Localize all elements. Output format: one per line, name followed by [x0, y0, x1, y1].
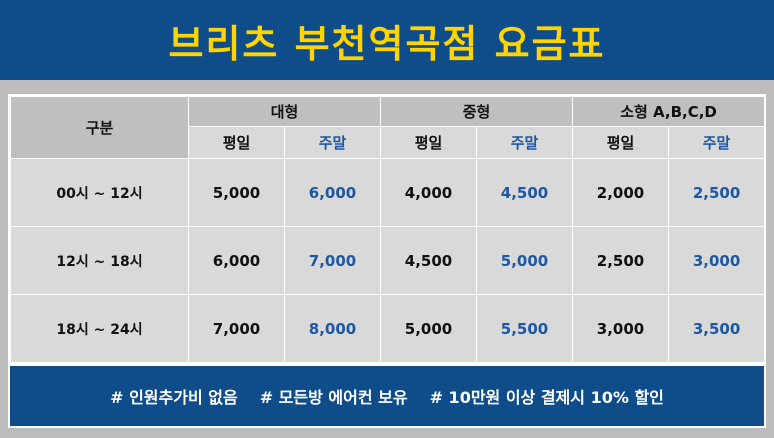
note-discount: # 10만원 이상 결제시 10% 할인 — [429, 388, 664, 407]
table-row: 12시 ~ 18시 6,000 7,000 4,500 5,000 2,500 … — [10, 226, 766, 295]
price-cell: 2,500 — [572, 226, 670, 295]
table-row: 18시 ~ 24시 7,000 8,000 5,000 5,500 3,000 … — [10, 294, 766, 363]
large-weekday-header: 평일 — [188, 126, 285, 159]
medium-room-header: 중형 — [380, 96, 574, 127]
price-cell: 4,000 — [380, 158, 478, 227]
price-cell: 2,000 — [572, 158, 670, 227]
price-table: 구분 대형 중형 소형 A,B,C,D 평일 주말 평일 주말 평일 주말 00… — [10, 96, 766, 363]
small-room-header: 소형 A,B,C,D — [572, 96, 766, 127]
price-cell: 4,500 — [476, 158, 574, 227]
price-cell: 5,000 — [476, 226, 574, 295]
price-cell: 5,000 — [188, 158, 285, 227]
note-no-extra-charge: # 인원추가비 없음 — [110, 388, 238, 407]
medium-weekday-header: 평일 — [380, 126, 478, 159]
table-row: 00시 ~ 12시 5,000 6,000 4,000 4,500 2,000 … — [10, 158, 766, 227]
price-panel: 구분 대형 중형 소형 A,B,C,D 평일 주말 평일 주말 평일 주말 00… — [8, 94, 766, 428]
price-cell: 5,000 — [380, 294, 478, 363]
page-title: 브리츠 부천역곡점 요금표 — [168, 21, 606, 66]
title-bar: 브리츠 부천역곡점 요금표 — [0, 0, 774, 80]
small-weekday-header: 평일 — [572, 126, 670, 159]
price-cell: 7,000 — [188, 294, 285, 363]
price-cell: 6,000 — [188, 226, 285, 295]
time-slot: 00시 ~ 12시 — [10, 158, 189, 227]
medium-weekend-header: 주말 — [476, 126, 574, 159]
small-weekend-header: 주말 — [668, 126, 766, 159]
large-room-header: 대형 — [187, 96, 382, 127]
time-slot: 18시 ~ 24시 — [10, 294, 189, 363]
price-cell: 7,000 — [283, 226, 382, 295]
category-header: 구분 — [10, 96, 189, 159]
note-air-conditioner: # 모든방 에어컨 보유 — [259, 388, 408, 407]
price-cell: 4,500 — [380, 226, 478, 295]
price-cell: 3,000 — [572, 294, 670, 363]
footer-notes: # 인원추가비 없음 # 모든방 에어컨 보유 # 10만원 이상 결제시 10… — [10, 366, 764, 426]
large-weekend-header: 주말 — [283, 126, 382, 159]
price-cell: 6,000 — [283, 158, 382, 227]
price-cell: 5,500 — [476, 294, 574, 363]
price-cell: 8,000 — [283, 294, 382, 363]
price-cell: 3,500 — [668, 294, 766, 363]
time-slot: 12시 ~ 18시 — [10, 226, 189, 295]
price-cell: 3,000 — [668, 226, 766, 295]
price-cell: 2,500 — [668, 158, 766, 227]
